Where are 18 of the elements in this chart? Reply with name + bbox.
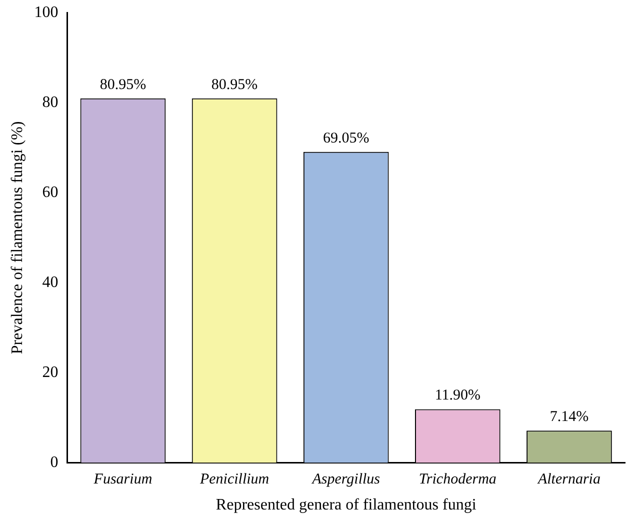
x-tick-label: Trichoderma <box>418 472 496 488</box>
x-tick-label: Alternaria <box>536 472 600 488</box>
data-label: 69.05% <box>322 130 370 146</box>
data-label: 7.14% <box>550 409 589 426</box>
y-tick-label: 80 <box>42 94 58 111</box>
y-tick-label: 60 <box>42 184 58 201</box>
x-tick-label: Penicillium <box>198 472 270 488</box>
data-label: 80.95% <box>100 76 146 93</box>
x-axis-title: Represented genera of filamentous fungi <box>216 496 477 514</box>
y-tick-label: 20 <box>42 364 58 381</box>
y-tick-label: 0 <box>50 454 58 472</box>
x-tick-label: Aspergillus <box>311 472 380 488</box>
y-tick-label: 40 <box>42 274 58 291</box>
x-tick-label: Fusarium <box>92 472 152 488</box>
y-axis-title: Prevalence of filamentous fungi (%) <box>8 121 26 354</box>
data-label: 11.90% <box>434 388 481 404</box>
data-label: 80.95% <box>211 76 258 93</box>
y-tick-label: 100 <box>34 4 58 21</box>
